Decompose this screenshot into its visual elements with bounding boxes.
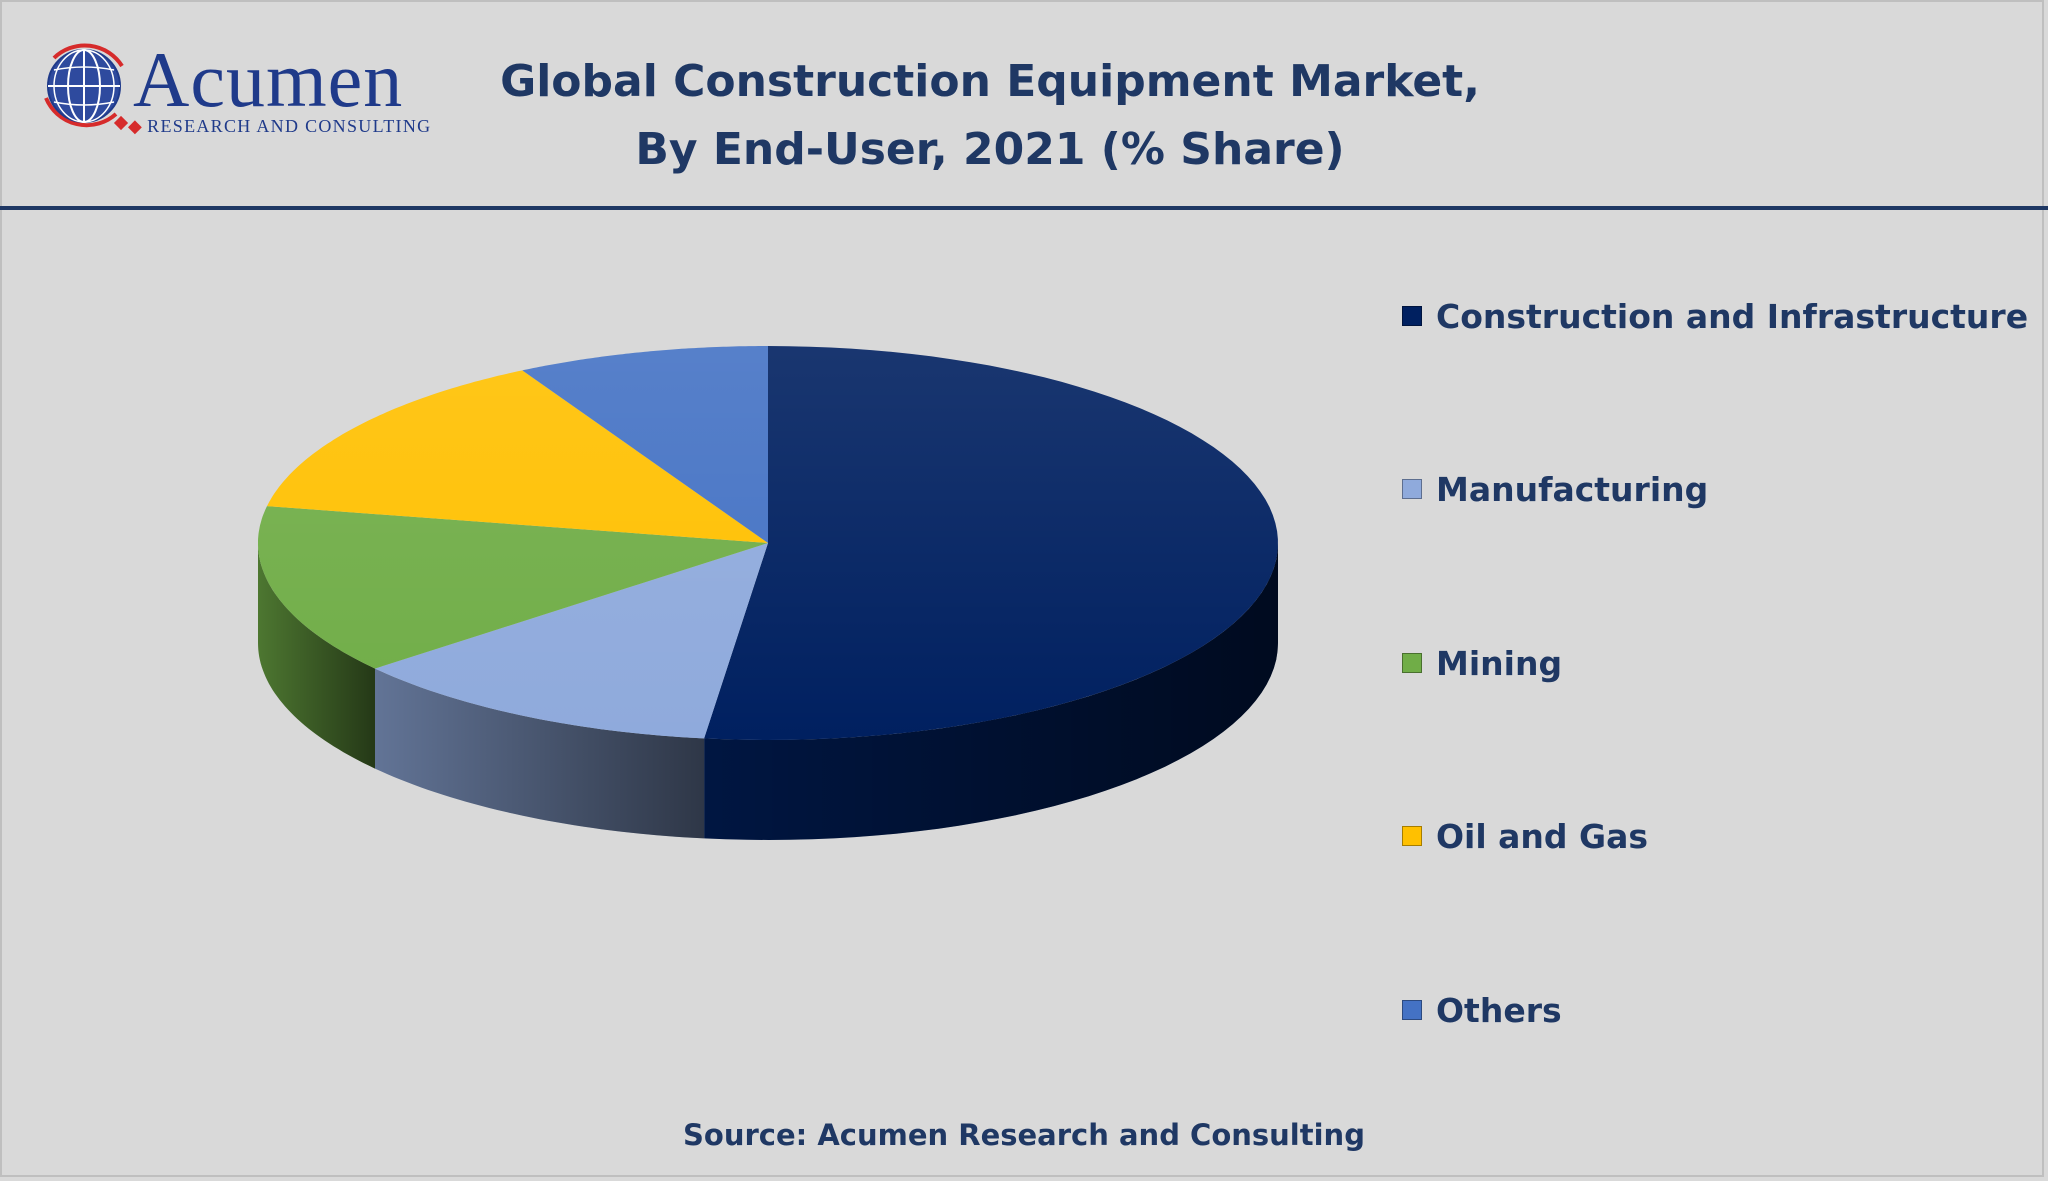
legend-label: Oil and Gas <box>1436 816 1649 856</box>
legend-item-oil-gas: Oil and Gas <box>1402 806 1648 866</box>
legend-swatch <box>1402 653 1422 673</box>
legend-label: Others <box>1436 990 1562 1030</box>
legend-swatch <box>1402 826 1422 846</box>
legend-item-others: Others <box>1402 980 1562 1040</box>
pie-side-shade-construction-and-infrastructure <box>704 543 1278 840</box>
chart-title: Global Construction Equipment Market, By… <box>400 48 1580 184</box>
acumen-logo: Acumen ◆ Research and Consulting <box>36 36 436 146</box>
legend-item-manufacturing: Manufacturing <box>1402 459 1708 519</box>
logo-diamond-icon: ◆ <box>128 116 144 136</box>
legend-label: Mining <box>1436 643 1563 683</box>
pie-tops <box>258 346 1278 740</box>
pie-sides <box>258 543 1278 840</box>
legend-swatch <box>1402 479 1422 499</box>
logo-tagline-text: Research and Consulting <box>147 116 432 136</box>
pie-top-shine <box>258 346 1278 740</box>
pie-side-shade-mining <box>258 543 375 769</box>
globe-icon <box>44 43 129 131</box>
chart-title-line1: Global Construction Equipment Market, <box>500 56 1480 107</box>
legend-item-construction: Construction and Infrastructure <box>1402 286 2028 346</box>
legend-swatch <box>1402 1000 1422 1020</box>
legend-swatch <box>1402 306 1422 326</box>
legend-label: Construction and Infrastructure <box>1436 296 2029 336</box>
source-note: Source: Acumen Research and Consulting <box>683 1118 1365 1152</box>
chart-title-line2: By End-User, 2021 (% Share) <box>635 124 1345 175</box>
legend-label: Manufacturing <box>1436 469 1709 509</box>
pie-side-shade-manufacturing <box>375 668 705 839</box>
legend-item-mining: Mining <box>1402 633 1562 693</box>
logo-wordmark: Acumen <box>133 36 404 123</box>
logo-tagline: ◆ Research and Consulting <box>128 116 431 137</box>
header-divider <box>0 206 2048 210</box>
